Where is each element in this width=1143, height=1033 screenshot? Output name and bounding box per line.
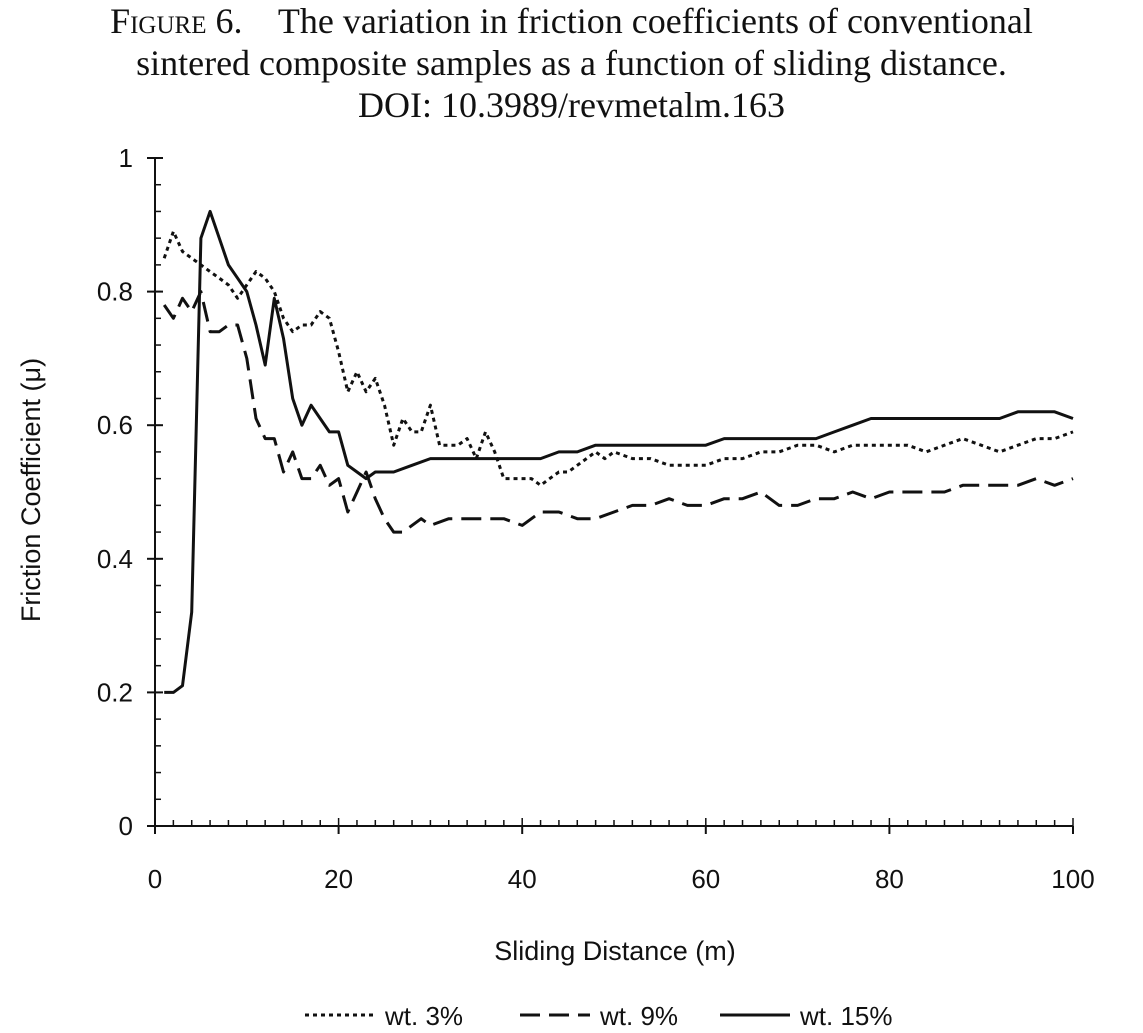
caption-line-1: Figure 6. The variation in friction coef… (0, 0, 1143, 42)
y-tick-label: 0.4 (97, 544, 133, 574)
caption-text-1: The variation in friction coefficients o… (277, 1, 1033, 41)
series-line-dotted (162, 230, 1074, 487)
x-tick-label: 80 (875, 864, 904, 894)
x-tick-label: 0 (148, 864, 162, 894)
chart-legend: wt. 3% wt. 9% wt. 15% (305, 1001, 893, 1031)
y-tick-label: 0.6 (97, 410, 133, 440)
chart-series-layer (162, 209, 1074, 694)
y-axis-title: Friction Coefficient (μ) (16, 358, 46, 622)
legend-label: wt. 9% (599, 1001, 678, 1031)
x-tick-label: 20 (324, 864, 353, 894)
x-tick-label: 40 (508, 864, 537, 894)
legend-label: wt. 15% (799, 1001, 893, 1031)
figure-label: Figure 6. (110, 1, 243, 41)
figure-caption: Figure 6. The variation in friction coef… (0, 0, 1143, 126)
x-tick-label: 60 (691, 864, 720, 894)
y-tick-label: 0.2 (97, 677, 133, 707)
legend-label: wt. 3% (384, 1001, 463, 1031)
y-tick-label: 1 (119, 143, 133, 173)
x-tick-label: 100 (1051, 864, 1094, 894)
series-line-solid (164, 209, 1074, 694)
y-tick-label: 0 (119, 811, 133, 841)
chart-axes: 0 20 40 60 80 100 0 0.2 0.4 0.6 0.8 1 (97, 143, 1095, 894)
series-line-dashed (162, 290, 1074, 534)
caption-line-3: DOI: 10.3989/revmetalm.163 (358, 85, 785, 125)
caption-line-2: sintered composite samples as a function… (136, 43, 1007, 83)
x-axis-title: Sliding Distance (m) (494, 936, 736, 966)
y-tick-label: 0.8 (97, 277, 133, 307)
